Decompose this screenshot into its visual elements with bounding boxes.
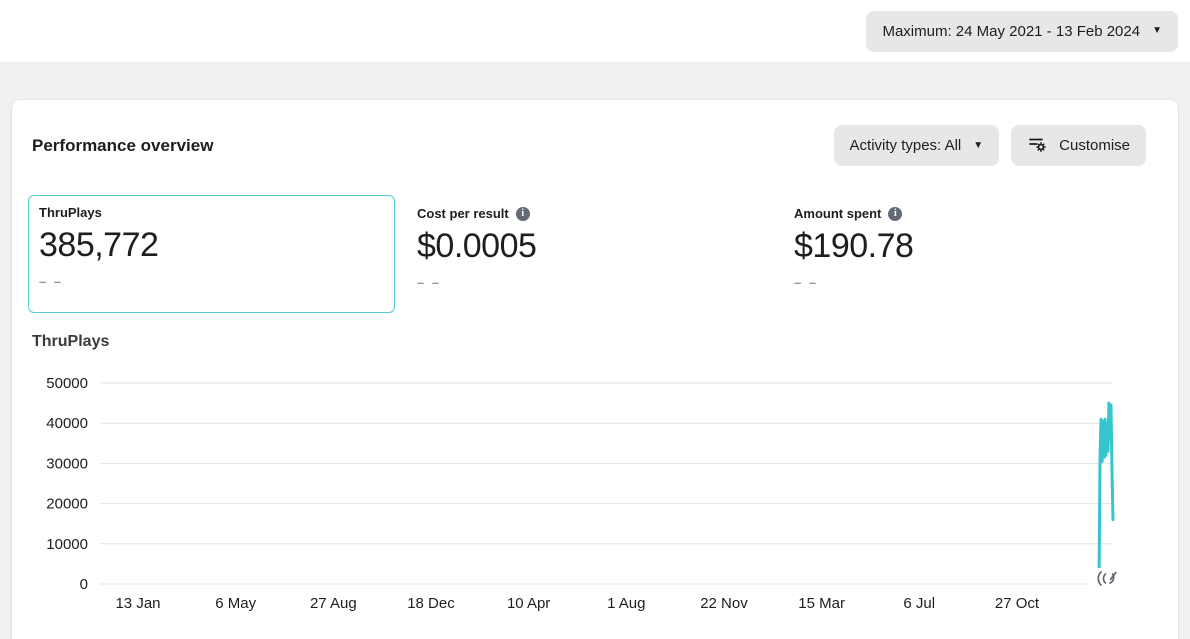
x-axis-tick-label: 22 Nov [700,595,748,612]
activity-types-dropdown[interactable]: Activity types: All ▼ [833,125,1000,166]
x-axis-tick-label: 6 Jul [903,595,935,612]
metric-label: Amount spent [794,206,882,221]
customise-button[interactable]: Customise [1011,125,1146,166]
y-axis-tick-label: 40000 [46,415,88,432]
date-range-label: Maximum: 24 May 2021 - 13 Feb 2024 [882,22,1141,40]
metric-label: ThruPlays [39,205,102,220]
metric-value: $190.78 [794,227,914,265]
x-axis-tick-label: 18 Dec [407,595,455,612]
chart-refresh-icon [1097,571,1117,586]
metric-card-thruplays[interactable]: ThruPlays 385,772 – – [28,195,395,313]
date-range-button[interactable]: Maximum: 24 May 2021 - 13 Feb 2024 ▼ [866,10,1178,52]
thruplays-series-line [1097,401,1115,586]
metric-sub-dashes: – – [417,275,442,290]
metric-card-amount-spent[interactable]: Amount spent i $190.78 – – [794,195,1171,290]
metric-label: Cost per result [417,206,509,221]
page-background: Performance overview Activity types: All… [0,62,1190,639]
x-axis-tick-label: 1 Aug [607,595,645,612]
x-axis-tick-label: 6 May [215,595,256,612]
icon-backing [1090,568,1124,596]
metric-value: $0.0005 [417,227,537,265]
activity-types-label: Activity types: All [849,137,962,154]
y-axis-tick-label: 30000 [46,455,88,472]
refresh-arcs [1097,571,1117,586]
metric-label-row: ThruPlays [39,205,384,220]
x-axis-tick-label: 27 Aug [310,595,357,612]
page-title: Performance overview [32,135,214,155]
thruplays-line-chart: 0 10000 20000 30000 40000 50000 13 Jan 6 May 27 … [46,375,1124,612]
metric-sub-dashes: – – [39,274,64,289]
metric-sub-dashes: – – [794,275,819,290]
chevron-down-icon: ▼ [1152,25,1162,36]
settings-sliders-icon [1027,134,1047,158]
x-axis-tick-label: 13 Jan [115,595,160,612]
metric-label-row: Cost per result i [417,206,794,221]
metric-value: 385,772 [39,226,159,264]
metric-card-cost-per-result[interactable]: Cost per result i $0.0005 – – [417,195,794,290]
header-actions: Activity types: All ▼ Customise [833,125,1146,166]
chart-title: ThruPlays [32,333,110,350]
x-axis-tick-label: 15 Mar [798,595,845,612]
metric-label-row: Amount spent i [794,206,1171,221]
y-axis-tick-label: 50000 [46,375,88,392]
customise-label: Customise [1059,137,1130,154]
chevron-down-icon: ▼ [973,139,984,151]
card-header: Performance overview Activity types: All… [12,100,1178,166]
y-axis-tick-label: 0 [80,576,88,593]
y-axis-tick-label: 20000 [46,496,88,513]
y-axis-tick-label: 10000 [46,536,88,553]
topbar: Maximum: 24 May 2021 - 13 Feb 2024 ▼ [0,0,1190,62]
performance-overview-card: Performance overview Activity types: All… [12,100,1178,639]
info-icon[interactable]: i [515,206,530,221]
metrics-row: ThruPlays 385,772 – – Cost per result i … [12,195,1178,313]
x-axis-tick-label: 27 Oct [995,595,1040,612]
info-icon[interactable]: i [888,206,903,221]
x-axis-tick-label: 10 Apr [507,595,550,612]
